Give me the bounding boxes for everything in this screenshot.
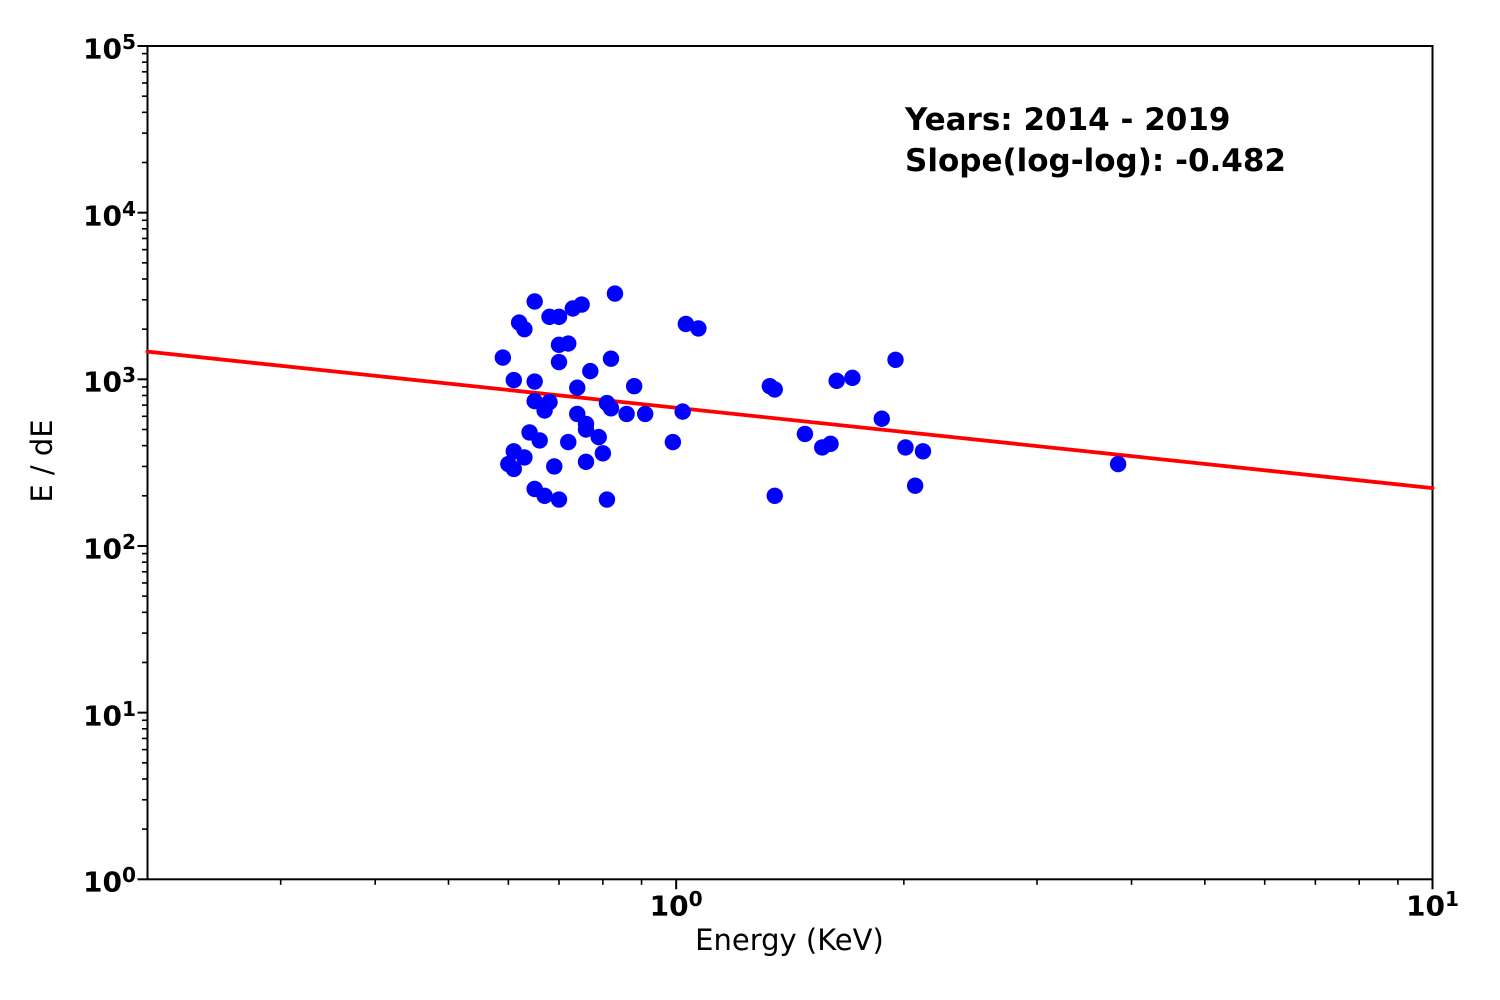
data-point	[546, 458, 563, 475]
data-point	[564, 300, 581, 317]
data-point	[664, 433, 682, 451]
y-tick-label: 104	[83, 196, 136, 232]
fit-line	[145, 349, 1435, 490]
data-point	[887, 351, 904, 368]
data-point	[897, 439, 914, 456]
data-point	[822, 435, 839, 453]
y-tick-label: 103	[83, 363, 136, 399]
data-point	[582, 362, 599, 380]
data-point	[674, 403, 691, 420]
data-point	[690, 320, 707, 337]
data-point	[526, 373, 543, 390]
annotation-years: Years: 2014 - 2019	[905, 102, 1231, 138]
data-point	[636, 405, 654, 423]
data-point	[516, 449, 533, 466]
data-point	[516, 320, 533, 338]
data-point	[598, 491, 616, 508]
data-point	[560, 335, 577, 352]
y-axis-title: E / dE	[25, 419, 59, 503]
y-tick-label: 100	[83, 863, 136, 899]
data-point	[526, 293, 543, 310]
plot-area	[146, 45, 1434, 881]
data-point	[494, 349, 512, 366]
data-point	[766, 381, 783, 398]
stats-annotation: Years: 2014 - 2019 Slope(log-log): -0.48…	[905, 100, 1286, 182]
data-point	[577, 421, 595, 438]
data-point	[505, 371, 522, 389]
data-point	[590, 428, 607, 446]
data-point	[560, 433, 577, 451]
data-point	[602, 350, 620, 367]
data-point	[766, 487, 783, 505]
x-tick-label: 100	[649, 887, 703, 923]
data-point	[906, 477, 924, 494]
data-point	[828, 372, 845, 389]
data-point	[914, 443, 932, 460]
data-point	[505, 460, 522, 478]
data-point	[602, 400, 620, 417]
data-point	[796, 425, 814, 443]
data-point	[536, 402, 553, 419]
data-point	[618, 405, 635, 423]
data-point	[606, 285, 624, 302]
data-point	[550, 308, 568, 326]
data-point	[594, 445, 612, 462]
annotation-slope: Slope(log-log): -0.482	[905, 143, 1287, 179]
data-point	[550, 353, 568, 371]
data-point	[844, 369, 861, 387]
data-point	[536, 487, 553, 505]
x-axis-title: Energy (KeV)	[695, 923, 884, 957]
data-point	[873, 410, 890, 427]
data-point	[1109, 455, 1127, 473]
data-point	[531, 432, 548, 449]
data-point	[550, 491, 568, 508]
y-tick-label: 105	[83, 30, 136, 66]
x-tick-label: 101	[1406, 887, 1459, 923]
data-point	[677, 315, 695, 333]
y-tick-label: 101	[83, 696, 136, 732]
data-point	[625, 377, 643, 395]
y-tick-label: 102	[83, 529, 136, 566]
data-point	[577, 453, 595, 470]
data-point	[569, 379, 586, 396]
